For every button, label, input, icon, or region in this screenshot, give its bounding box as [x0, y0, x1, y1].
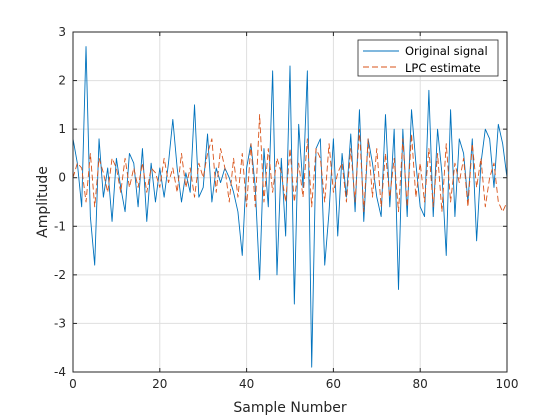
x-tick-label: 60 [326, 377, 341, 391]
y-tick-label: 0 [58, 171, 66, 185]
y-axis-label: Amplitude [35, 166, 51, 238]
y-tick-label: 3 [58, 25, 66, 39]
x-tick-label: 0 [69, 377, 77, 391]
legend: Original signal LPC estimate [357, 39, 499, 77]
y-tick-label: -1 [54, 219, 66, 233]
tick-marks [72, 31, 508, 373]
legend-label-original-signal: Original signal [405, 44, 488, 58]
legend-label-lpc-estimate: LPC estimate [405, 61, 481, 75]
plot-frame [72, 31, 508, 373]
y-tick-label: -3 [54, 316, 66, 330]
y-tick-label: 2 [58, 74, 66, 88]
x-axis-label: Sample Number [233, 400, 346, 416]
series-line-lpc-estimate [72, 114, 508, 213]
tick-labels: 0 20 40 60 80 100 -4 -3 -2 -1 0 1 2 3 [54, 25, 518, 391]
legend-box [357, 39, 499, 77]
series-line-original-signal [72, 46, 508, 368]
x-tick-label: 40 [239, 377, 254, 391]
y-tick-label: -4 [54, 365, 66, 379]
x-tick-label: 20 [152, 377, 167, 391]
y-tick-label: -2 [54, 268, 66, 282]
x-tick-label: 100 [496, 377, 519, 391]
series-layer [72, 46, 508, 368]
y-tick-label: 1 [58, 122, 66, 136]
x-tick-label: 80 [413, 377, 428, 391]
